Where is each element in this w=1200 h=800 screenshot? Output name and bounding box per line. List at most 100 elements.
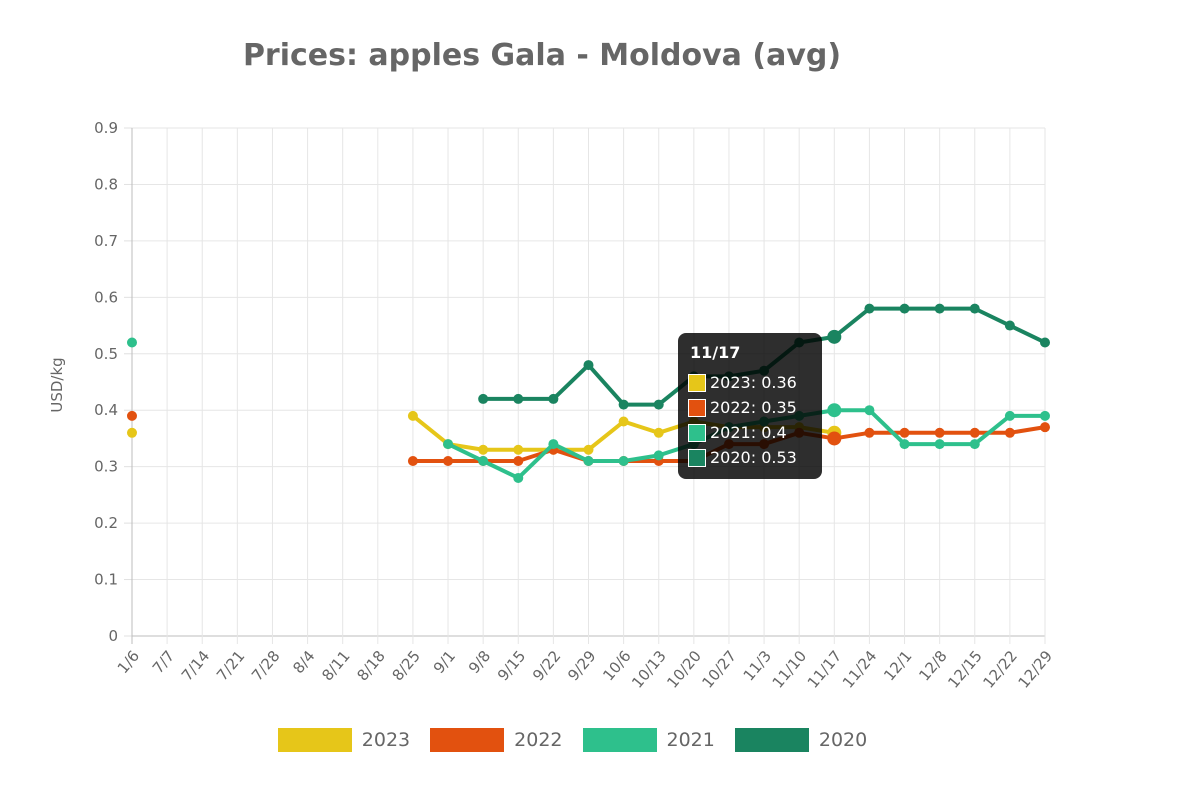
- x-tick-label: 11/17: [804, 647, 846, 692]
- chart-title: Prices: apples Gala - Moldova (avg): [242, 38, 842, 73]
- data-point[interactable]: [513, 444, 524, 455]
- legend-swatch: [582, 728, 657, 752]
- x-tick-label: 8/18: [353, 647, 388, 684]
- y-tick-label: 0.6: [94, 288, 118, 306]
- data-point[interactable]: [864, 427, 875, 438]
- data-point[interactable]: [1004, 410, 1015, 421]
- tooltip-swatch: [688, 423, 706, 442]
- x-tick-label: 10/27: [698, 647, 740, 692]
- data-point[interactable]: [1040, 410, 1050, 421]
- x-tick-label: 9/29: [564, 647, 599, 684]
- data-point[interactable]: [1004, 427, 1015, 438]
- data-point[interactable]: [618, 416, 629, 427]
- x-tick-label: 1/6: [114, 647, 143, 677]
- data-point[interactable]: [827, 431, 842, 446]
- data-point[interactable]: [478, 456, 489, 467]
- data-point[interactable]: [899, 439, 910, 450]
- data-point[interactable]: [864, 303, 875, 314]
- x-tick-label: 7/28: [248, 647, 283, 684]
- data-point[interactable]: [934, 427, 945, 438]
- y-tick-label: 0.4: [94, 401, 118, 419]
- data-point[interactable]: [127, 337, 137, 348]
- data-point[interactable]: [899, 427, 910, 438]
- data-point[interactable]: [1040, 422, 1050, 433]
- data-point[interactable]: [443, 439, 454, 450]
- tooltip-value: 2020: 0.53: [710, 448, 797, 467]
- data-point[interactable]: [827, 403, 842, 418]
- x-tick-label: 7/14: [178, 647, 213, 684]
- data-point[interactable]: [934, 303, 945, 314]
- data-point[interactable]: [653, 399, 664, 410]
- data-point[interactable]: [583, 360, 594, 371]
- legend-swatch: [734, 728, 809, 752]
- x-tick-label: 7/21: [213, 647, 248, 684]
- data-point[interactable]: [513, 393, 524, 404]
- legend: 2023 2022 2021 2020: [0, 728, 1145, 752]
- x-tick-label: 12/29: [1014, 647, 1056, 692]
- data-point[interactable]: [1040, 337, 1050, 348]
- x-tick-label: 9/22: [529, 647, 564, 684]
- legend-item-2022[interactable]: 2022: [430, 728, 563, 752]
- x-tick-label: 10/20: [663, 647, 705, 692]
- x-tick-label: 12/22: [979, 647, 1021, 692]
- data-point[interactable]: [127, 427, 137, 438]
- x-tick-label: 12/15: [944, 647, 986, 692]
- data-point[interactable]: [1004, 320, 1015, 331]
- tooltip: 11/17 2023: 0.36 2022: 0.35 2021: 0.4 2020:…: [678, 333, 822, 479]
- x-tick-label: 9/15: [494, 647, 529, 684]
- data-point[interactable]: [653, 450, 664, 461]
- x-tick-label: 8/4: [289, 647, 318, 677]
- data-point[interactable]: [407, 410, 418, 421]
- x-tick-label: 11/10: [769, 647, 811, 692]
- tooltip-swatch: [688, 398, 706, 417]
- legend-item-2020[interactable]: 2020: [734, 728, 868, 752]
- grid: [124, 127, 1046, 644]
- y-tick-label: 0.9: [94, 119, 118, 137]
- tooltip-row: 2021: 0.4: [688, 423, 787, 442]
- y-tick-label: 0.1: [94, 571, 118, 589]
- tooltip-swatch: [688, 373, 706, 392]
- y-tick-label: 0.3: [94, 458, 118, 476]
- legend-item-2021[interactable]: 2021: [582, 728, 715, 752]
- y-axis-title: USD/kg: [48, 357, 66, 412]
- y-tick-label: 0.2: [94, 514, 118, 532]
- data-point[interactable]: [478, 444, 489, 455]
- data-point[interactable]: [127, 410, 137, 421]
- tooltip-row: 2023: 0.36: [688, 373, 797, 392]
- data-point[interactable]: [583, 444, 594, 455]
- x-tick-label: 7/7: [149, 647, 178, 677]
- tooltip-swatch: [688, 448, 706, 467]
- data-point[interactable]: [864, 405, 875, 416]
- data-point[interactable]: [969, 439, 980, 450]
- data-point[interactable]: [407, 456, 418, 467]
- data-point[interactable]: [478, 393, 489, 404]
- data-point[interactable]: [618, 456, 629, 467]
- legend-swatch: [430, 728, 505, 752]
- tooltip-value: 2022: 0.35: [710, 398, 797, 417]
- data-point[interactable]: [618, 399, 629, 410]
- data-point[interactable]: [934, 439, 945, 450]
- data-point[interactable]: [548, 393, 559, 404]
- tooltip-value: 2023: 0.36: [710, 373, 797, 392]
- tooltip-row: 2020: 0.53: [688, 448, 797, 467]
- x-tick-label: 8/25: [389, 647, 424, 684]
- y-tick-label: 0: [108, 627, 118, 645]
- data-point[interactable]: [969, 427, 980, 438]
- x-tick-label: 11/24: [839, 647, 881, 692]
- data-point[interactable]: [548, 439, 559, 450]
- data-point[interactable]: [443, 456, 454, 467]
- data-point[interactable]: [899, 303, 910, 314]
- x-tick-label: 10/13: [628, 647, 670, 692]
- x-tick-label: 9/8: [465, 647, 494, 677]
- tooltip-title: 11/17: [690, 343, 741, 362]
- data-point[interactable]: [653, 427, 664, 438]
- legend-item-2023[interactable]: 2023: [277, 728, 410, 752]
- legend-label: 2020: [818, 729, 868, 751]
- data-point[interactable]: [513, 472, 524, 483]
- legend-label: 2022: [514, 729, 563, 751]
- data-point[interactable]: [513, 456, 524, 467]
- data-point[interactable]: [827, 329, 842, 344]
- data-point[interactable]: [583, 456, 594, 467]
- data-point[interactable]: [969, 303, 980, 314]
